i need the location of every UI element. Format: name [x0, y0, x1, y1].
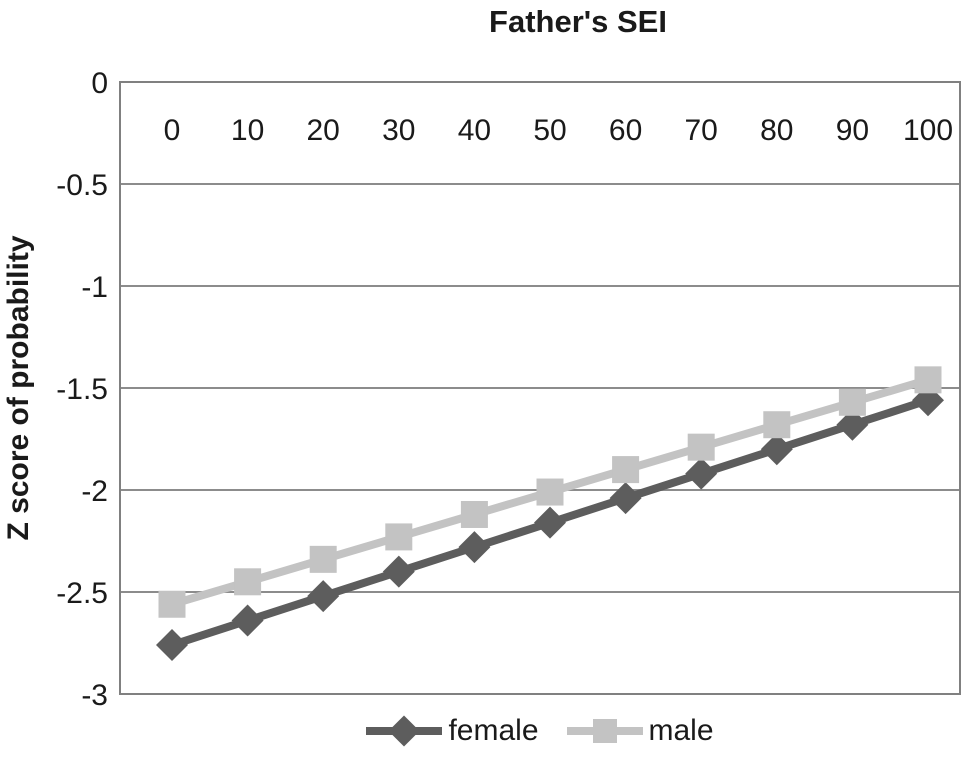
female-data-point: [836, 408, 869, 441]
x-tick-label: 20: [307, 114, 340, 147]
female-data-point: [156, 629, 188, 662]
x-tick-label: 70: [685, 114, 718, 147]
female-data-point: [382, 555, 415, 588]
diamond-marker-icon: [388, 715, 421, 747]
x-tick-label: 10: [231, 114, 264, 147]
x-tick-label: 0: [164, 114, 181, 147]
legend-item-male: male: [566, 714, 714, 747]
female-data-point: [307, 580, 340, 613]
female-data-point: [609, 482, 642, 515]
male-data-point: [612, 456, 640, 484]
male-data-point: [460, 500, 488, 528]
x-tick-label: 90: [836, 114, 869, 147]
male-data-point: [536, 478, 564, 506]
y-tick-label: -3: [81, 679, 108, 712]
male-series-key: [566, 719, 643, 743]
female-series-key: [366, 715, 443, 747]
male-data-point: [158, 590, 186, 618]
female-data-point: [231, 604, 264, 637]
male-data-point: [234, 568, 262, 596]
y-tick-label: -1: [81, 271, 108, 304]
male-data-point: [914, 366, 942, 394]
male-data-point: [385, 523, 413, 551]
female-data-point: [534, 506, 566, 539]
x-tick-label: 50: [533, 114, 566, 147]
y-tick-label: 0: [91, 67, 108, 100]
x-tick-label: 100: [903, 114, 953, 147]
female-data-point: [760, 433, 793, 466]
chart-title: Father's SEI: [489, 4, 667, 39]
y-tick-label: -2: [81, 475, 108, 508]
legend-label-female: female: [448, 714, 539, 747]
plot-border: [119, 81, 961, 695]
y-tick-label: -2.5: [56, 577, 108, 610]
x-tick-label: 40: [458, 114, 491, 147]
legend: female male: [120, 714, 960, 747]
x-tick-label: 30: [382, 114, 415, 147]
male-data-point: [838, 388, 866, 416]
x-tick-label: 80: [760, 114, 793, 147]
female-data-point: [458, 531, 491, 564]
male-data-point: [309, 545, 337, 573]
legend-item-female: female: [366, 714, 539, 747]
x-tick-label: 60: [609, 114, 642, 147]
y-tick-label: -1.5: [56, 373, 108, 406]
male-data-point: [763, 411, 791, 439]
legend-label-male: male: [648, 714, 714, 747]
male-data-point: [687, 433, 715, 461]
square-marker-icon: [592, 719, 617, 743]
y-tick-label: -0.5: [56, 169, 108, 202]
female-data-point: [685, 457, 718, 490]
